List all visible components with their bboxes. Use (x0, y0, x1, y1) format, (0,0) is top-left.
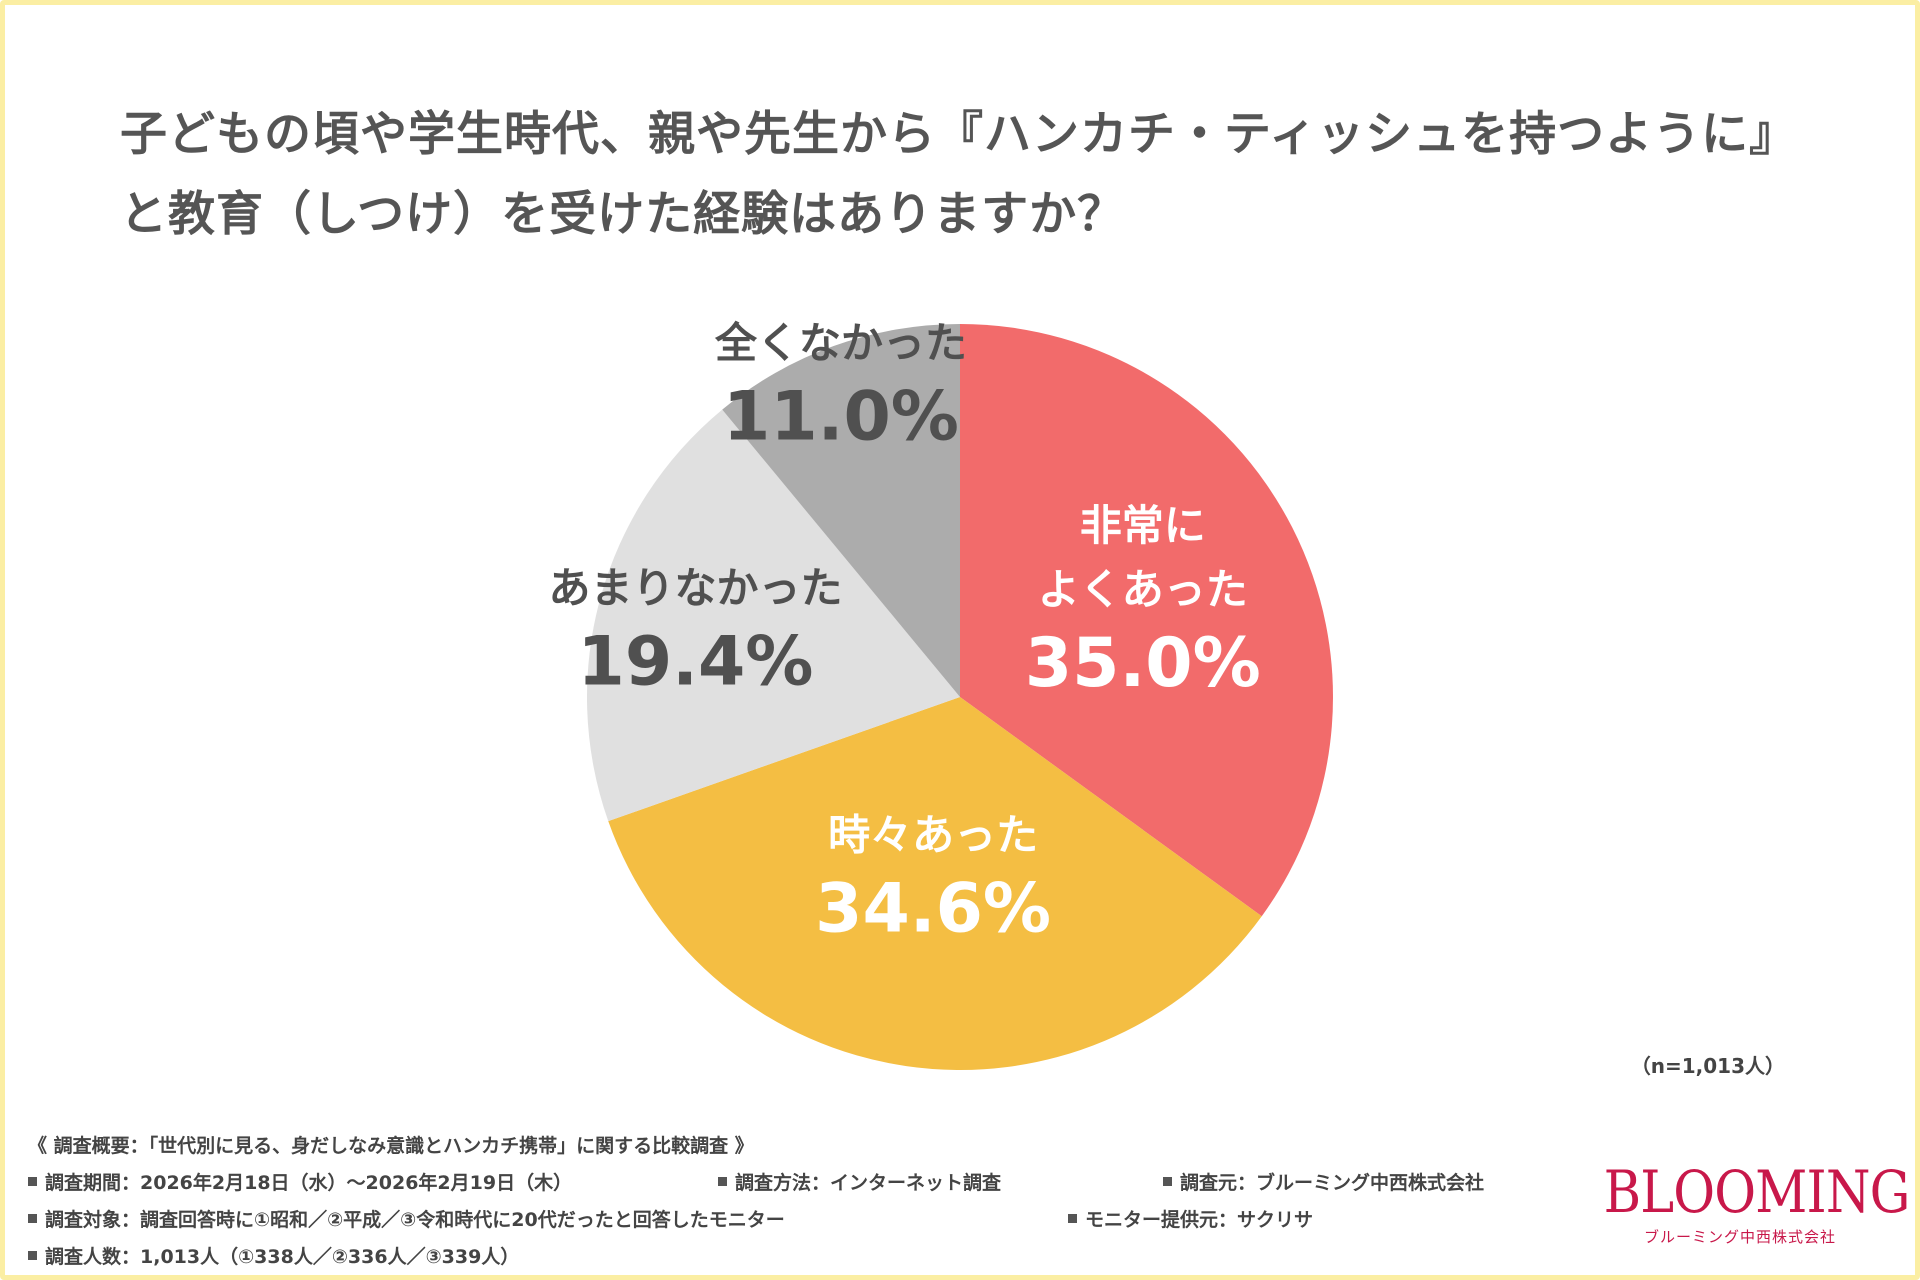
bullet-icon (28, 1177, 37, 1186)
bullet-icon (1163, 1177, 1172, 1186)
bullet-icon (1068, 1214, 1077, 1223)
survey-footer: 《 調査概要：「世代別に見る、身だしなみ意識とハンカチ携帯」に関する比較調査 》… (28, 1128, 1588, 1276)
company-logo: BLOOMING ブルーミング中西株式会社 (1585, 1158, 1911, 1247)
pie-slice (960, 324, 1333, 917)
slice-value-label: 34.6% (815, 870, 1051, 949)
survey-period: 調査期間：2026年2月18日（水）～2026年2月19日（木） (45, 1172, 573, 1194)
pie-slice (722, 324, 960, 697)
bullet-icon (28, 1214, 37, 1223)
slice-label: 時々あった (828, 811, 1038, 860)
title-line-2: と教育（しつけ）を受けた経験はありますか？ (120, 187, 1126, 242)
survey-overview: 《 調査概要：「世代別に見る、身だしなみ意識とハンカチ携帯」に関する比較調査 》 (28, 1135, 754, 1157)
chart-title: 子どもの頃や学生時代、親や先生から『ハンカチ・ティッシュを持つように』 と教育（… (120, 95, 1820, 255)
slice-value-label: 11.0% (723, 377, 959, 456)
bullet-icon (718, 1177, 727, 1186)
slice-value-label: 19.4% (578, 622, 814, 701)
pie-slice (586, 409, 960, 822)
survey-source: 調査元：ブルーミング中西株式会社 (1180, 1172, 1485, 1194)
pie-slice (608, 697, 1262, 1070)
survey-count: 調査人数：1,013人（①338人／②336人／③339人） (45, 1246, 520, 1268)
bullet-icon (28, 1251, 37, 1260)
logo-wordmark: BLOOMING (1603, 1158, 1911, 1226)
logo-company-name: ブルーミング中西株式会社 (1643, 1228, 1836, 1246)
sample-size: （n=1,013人） (1630, 1054, 1785, 1078)
slice-label: あまりなかった (548, 563, 842, 612)
slice-label: よくあった (1038, 565, 1248, 614)
survey-method: 調査方法：インターネット調査 (735, 1172, 1002, 1194)
slice-label: 非常に (1080, 501, 1206, 550)
survey-provider: モニター提供元：サクリサ (1085, 1209, 1314, 1231)
title-line-1: 子どもの頃や学生時代、親や先生から『ハンカチ・ティッシュを持つように』 (120, 107, 1798, 162)
slice-label: 全くなかった (714, 318, 967, 367)
survey-target: 調査対象：調査回答時に①昭和／②平成／③令和時代に20代だったと回答したモニター (45, 1209, 785, 1231)
slice-value-label: 35.0% (1025, 624, 1261, 703)
